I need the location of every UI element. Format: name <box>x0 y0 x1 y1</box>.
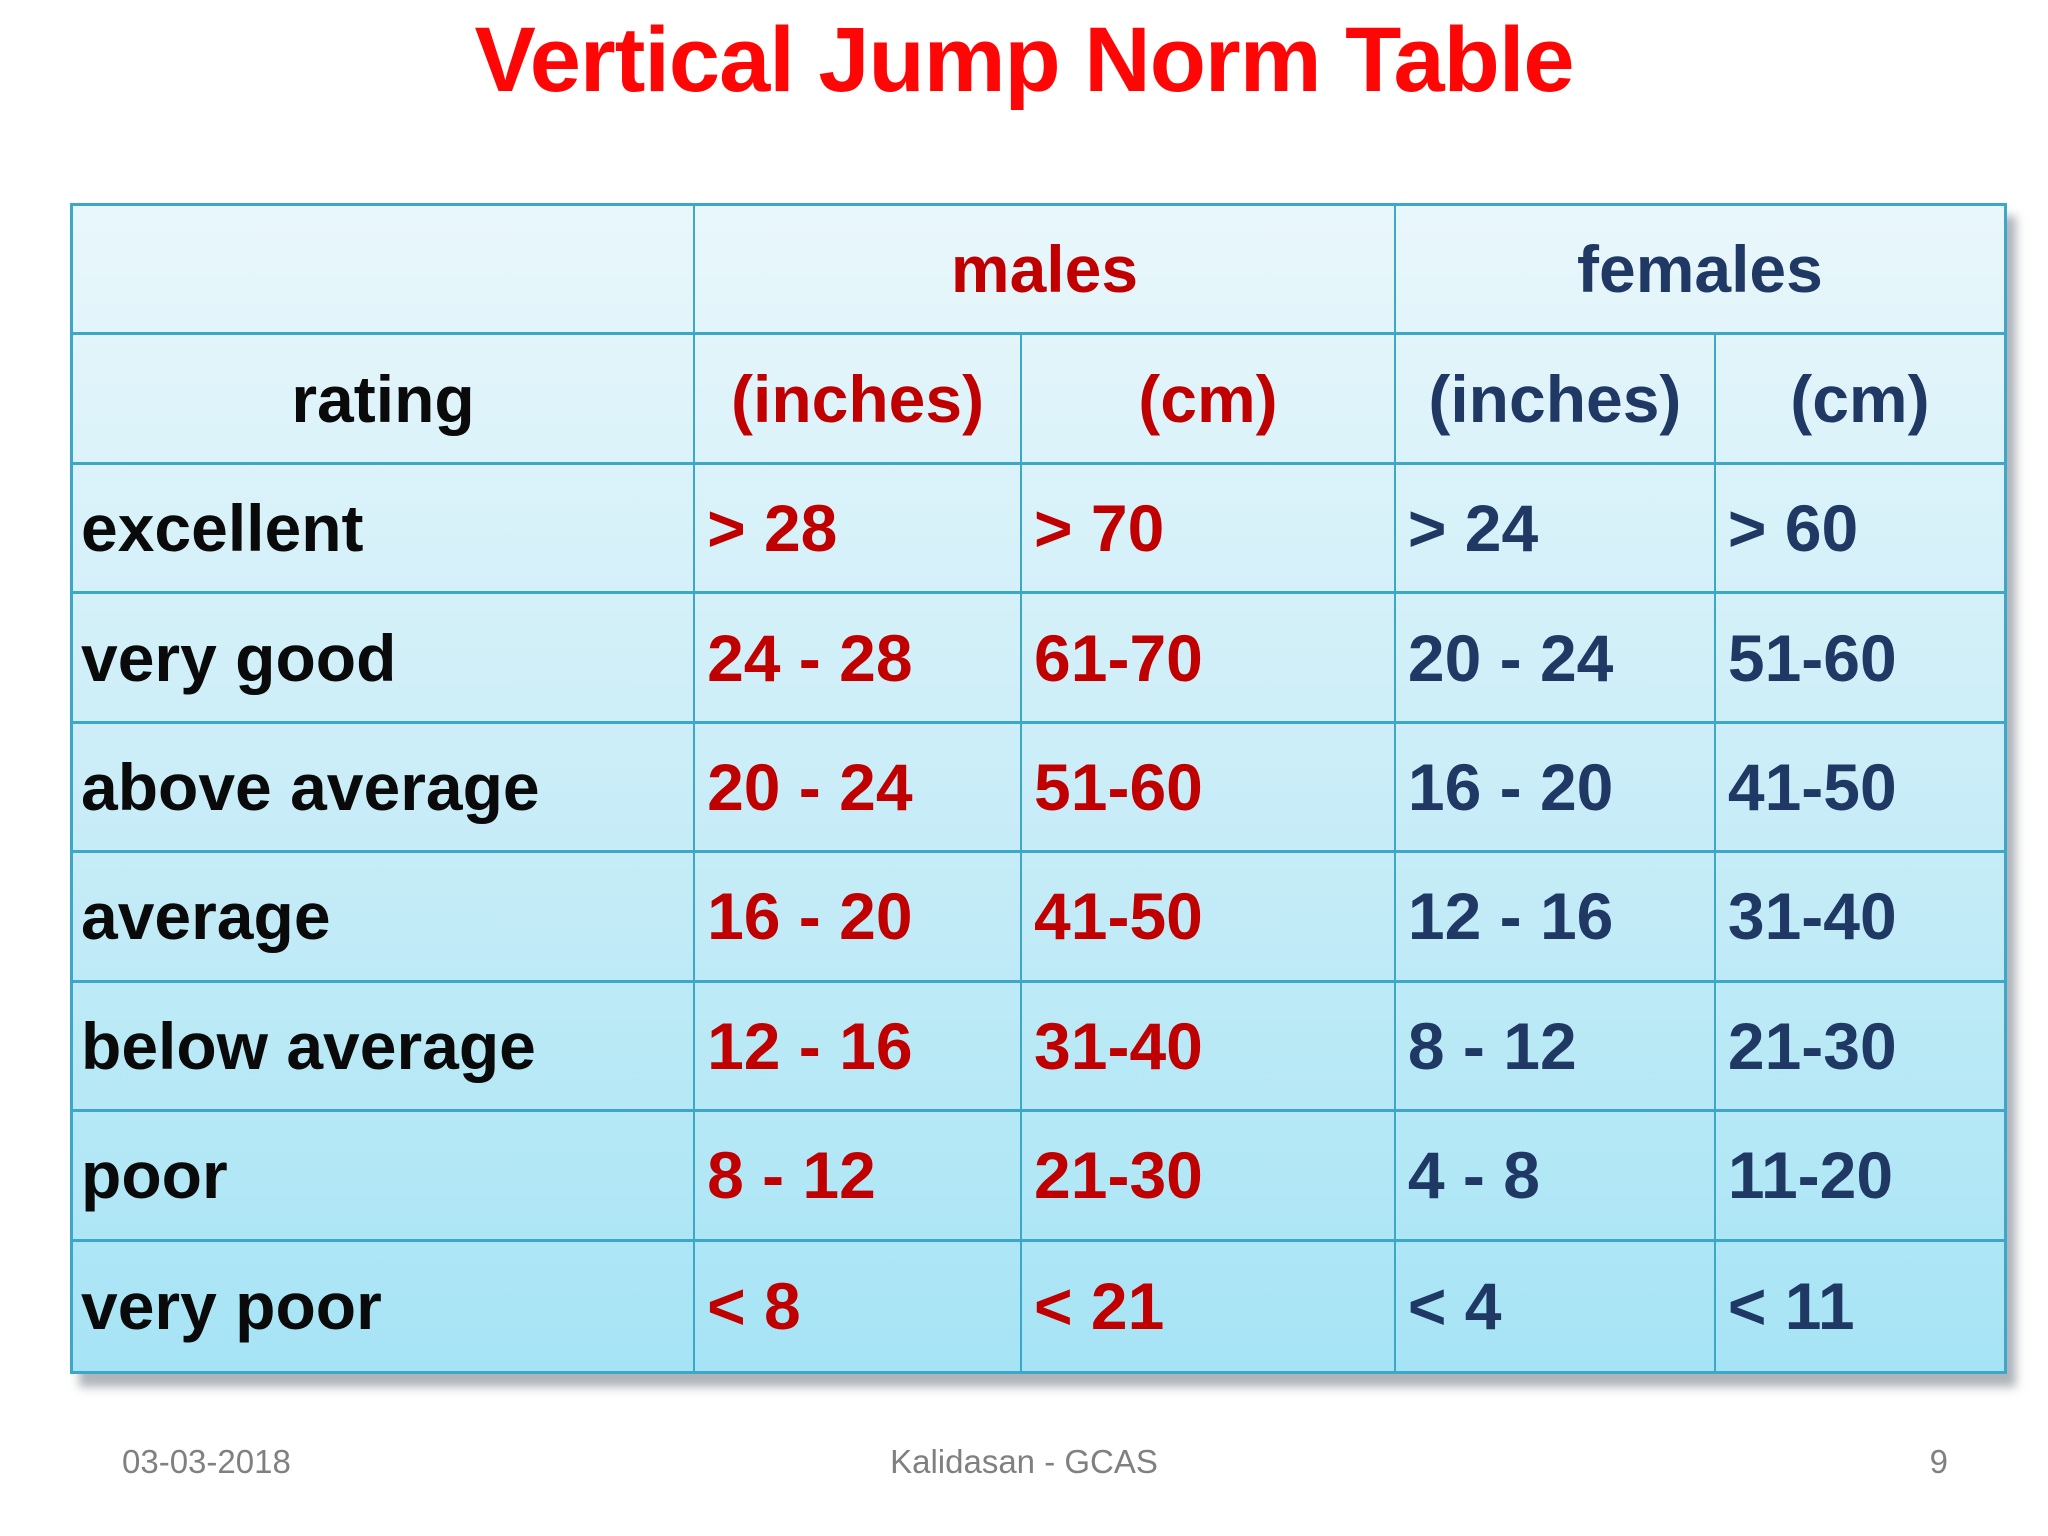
footer-date: 03-03-2018 <box>122 1443 291 1480</box>
females-inches-cell: 20 - 24 <box>1395 594 1716 724</box>
males-cm-cell: 41-50 <box>1022 853 1396 983</box>
column-header-females-cm: (cm) <box>1715 335 2004 465</box>
males-cm-cell: 51-60 <box>1022 723 1396 854</box>
group-header-females: females <box>1395 206 2004 336</box>
females-cm-cell: 51-60 <box>1715 594 2004 724</box>
slide-footer: 03-03-2018 Kalidasan - GCAS 9 <box>0 1443 2048 1491</box>
column-header-males-inches: (inches) <box>695 335 1023 465</box>
vertical-jump-norm-table: males females rating (inches) (cm) (inch… <box>70 203 2007 1374</box>
males-cm-cell: 31-40 <box>1022 982 1396 1113</box>
males-inches-cell: > 28 <box>695 464 1023 595</box>
females-inches-cell: < 4 <box>1396 1241 1716 1371</box>
females-inches-cell: 16 - 20 <box>1395 723 1716 854</box>
rating-cell: below average <box>73 982 696 1113</box>
males-inches-cell: < 8 <box>695 1241 1023 1371</box>
females-cm-cell: 11-20 <box>1715 1112 2004 1242</box>
males-cm-cell: 21-30 <box>1022 1112 1396 1242</box>
males-inches-cell: 12 - 16 <box>695 982 1023 1113</box>
males-inches-cell: 24 - 28 <box>695 594 1023 724</box>
rating-cell: average <box>73 853 696 983</box>
column-header-females-inches: (inches) <box>1395 335 1716 465</box>
females-inches-cell: 4 - 8 <box>1395 1112 1716 1242</box>
males-inches-cell: 8 - 12 <box>695 1112 1023 1242</box>
females-inches-cell: > 24 <box>1395 464 1716 595</box>
males-inches-cell: 16 - 20 <box>695 853 1023 983</box>
females-cm-cell: 31-40 <box>1715 853 2004 983</box>
females-cm-cell: < 11 <box>1727 1269 1855 1344</box>
column-header-rating: rating <box>73 335 696 465</box>
rating-cell: excellent <box>73 464 696 595</box>
females-cm-cell: 21-30 <box>1715 983 2004 1113</box>
females-cm-cell: 41-50 <box>1715 724 2004 854</box>
page-title: Vertical Jump Norm Table <box>474 9 1574 111</box>
corner-cell <box>73 206 696 336</box>
males-inches-cell: 20 - 24 <box>695 723 1023 854</box>
males-cm-cell: > 70 <box>1022 464 1396 595</box>
group-header-males: males <box>695 206 1396 336</box>
females-inches-cell: 8 - 12 <box>1395 982 1716 1113</box>
column-header-males-cm: (cm) <box>1022 335 1396 465</box>
rating-cell: above average <box>73 723 696 854</box>
footer-author: Kalidasan - GCAS <box>890 1443 1158 1480</box>
footer-page-number: 9 <box>1929 1443 1948 1480</box>
males-cm-cell: 61-70 <box>1022 594 1396 724</box>
males-cm-cell: < 21 <box>1022 1241 1396 1371</box>
females-inches-cell: 12 - 16 <box>1395 853 1716 983</box>
females-cm-cell: > 60 <box>1715 465 2004 595</box>
rating-cell: poor <box>73 1112 696 1242</box>
rating-cell: very good <box>73 594 696 724</box>
rating-cell: very poor <box>73 1241 696 1371</box>
